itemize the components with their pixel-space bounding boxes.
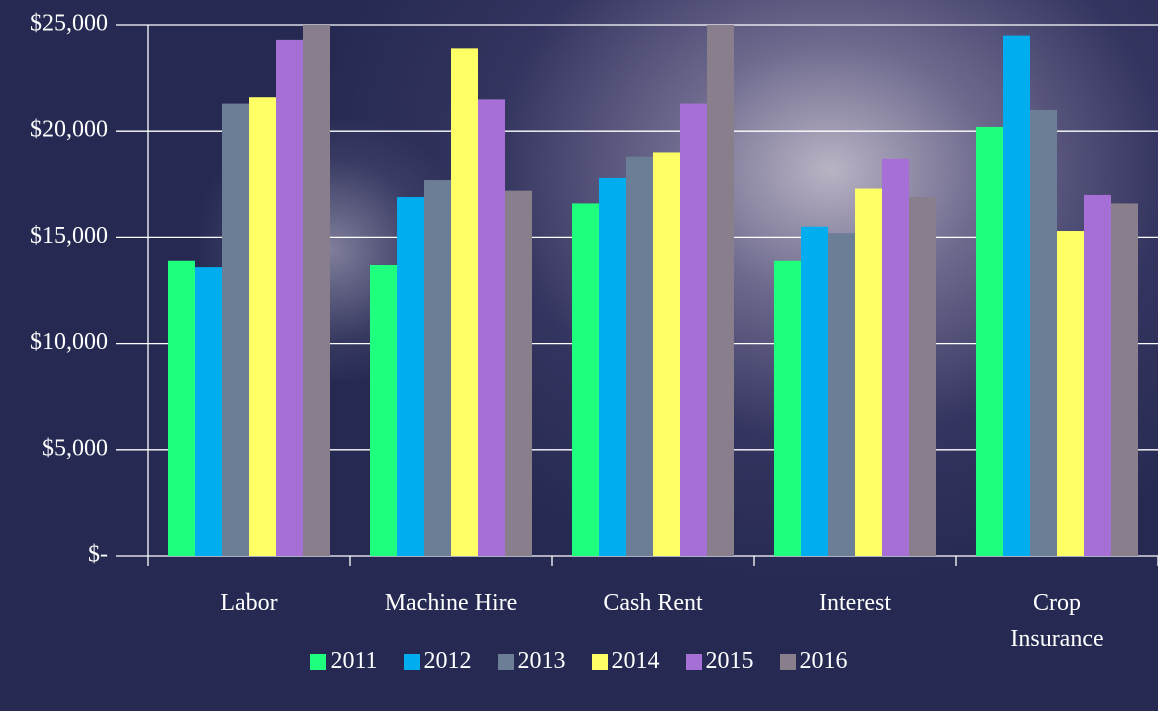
bar (303, 25, 330, 556)
chart-page: $-$5,000$10,000$15,000$20,000$25,000 Lab… (0, 0, 1158, 711)
bar (626, 157, 653, 556)
legend-item: 2014 (592, 648, 660, 675)
bar (1003, 36, 1030, 556)
bar (909, 197, 936, 556)
legend-item: 2016 (780, 648, 848, 675)
bar (397, 197, 424, 556)
bar (680, 104, 707, 556)
bar (1084, 195, 1111, 556)
bar (855, 189, 882, 556)
bar (451, 48, 478, 556)
bar (882, 159, 909, 556)
bar (222, 104, 249, 556)
bar (1057, 231, 1084, 556)
legend-item: 2015 (686, 648, 754, 675)
y-tick-label: $25,000 (30, 11, 108, 37)
bar (195, 267, 222, 556)
y-tick-label: $15,000 (30, 223, 108, 249)
legend-item: 2013 (498, 648, 566, 675)
legend-label: 2016 (800, 648, 848, 675)
y-tick-label: $5,000 (42, 435, 108, 461)
legend-label: 2012 (424, 648, 472, 675)
legend-item: 2012 (404, 648, 472, 675)
bar (168, 261, 195, 556)
bar (505, 191, 532, 556)
legend-label: 2014 (612, 648, 660, 675)
legend-label: 2011 (330, 648, 377, 675)
legend-swatch (686, 654, 702, 670)
legend-label: 2013 (518, 648, 566, 675)
bar (1030, 110, 1057, 556)
bar (276, 40, 303, 556)
bar (707, 25, 734, 556)
bar (653, 152, 680, 556)
bar (828, 233, 855, 556)
bar (1111, 203, 1138, 556)
chart: $- $5,000 $10,000 $15,000 $20,000 $25,000 (0, 0, 1158, 711)
bar (478, 99, 505, 556)
bar (774, 261, 801, 556)
legend-swatch (780, 654, 796, 670)
bar (249, 97, 276, 556)
bar (370, 265, 397, 556)
legend-swatch (404, 654, 420, 670)
y-tick-label: $- (88, 542, 108, 568)
bar (572, 203, 599, 556)
legend-swatch (592, 654, 608, 670)
bar (801, 227, 828, 556)
bar (599, 178, 626, 556)
legend-label: 2015 (706, 648, 754, 675)
y-tick-label: $10,000 (30, 329, 108, 355)
bar (424, 180, 451, 556)
y-tick-label: $20,000 (30, 117, 108, 143)
legend-swatch (310, 654, 326, 670)
legend-item: 2011 (310, 648, 377, 675)
legend-swatch (498, 654, 514, 670)
legend: 2011 2012 2013 2014 2015 2016 (0, 648, 1158, 675)
bar (976, 127, 1003, 556)
